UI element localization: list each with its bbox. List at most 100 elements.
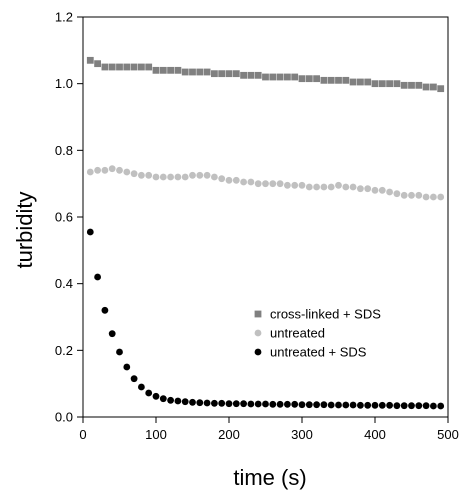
data-points	[86, 56, 445, 410]
data-point	[269, 73, 277, 81]
data-point	[357, 185, 364, 193]
data-point	[262, 73, 269, 81]
data-point	[437, 402, 445, 410]
data-point	[254, 400, 262, 408]
data-point	[349, 78, 357, 86]
data-point	[101, 306, 109, 314]
data-point	[284, 73, 291, 81]
data-point	[101, 166, 109, 174]
data-point	[138, 383, 145, 391]
data-point	[218, 70, 226, 78]
data-point	[386, 80, 393, 88]
data-point	[342, 401, 350, 409]
data-point	[174, 397, 182, 405]
data-point	[225, 176, 233, 184]
legend: cross-linked + SDS untreated untreated + S…	[254, 307, 381, 360]
x-tick-label: 200	[218, 427, 240, 442]
x-tick-label: 300	[291, 427, 313, 442]
data-point	[189, 68, 196, 76]
data-point	[371, 80, 379, 88]
y-tick-label: 0.0	[55, 410, 73, 425]
series-2	[86, 165, 445, 201]
data-point	[94, 166, 101, 174]
data-point	[320, 183, 328, 191]
data-point	[269, 400, 277, 408]
data-point	[335, 76, 342, 84]
x-tick-label: 0	[79, 427, 86, 442]
data-point	[159, 395, 167, 403]
data-point	[152, 66, 160, 74]
data-point	[181, 398, 189, 406]
data-point	[218, 399, 226, 407]
data-point	[159, 173, 167, 181]
data-point	[86, 168, 94, 176]
y-tick-label: 1.2	[55, 10, 73, 25]
data-point	[130, 375, 138, 383]
x-axis-title: time (s)	[233, 465, 306, 490]
data-point	[422, 402, 430, 410]
data-point	[232, 176, 240, 184]
legend-label: cross-linked + SDS	[270, 307, 381, 322]
data-point	[371, 401, 379, 409]
legend-label: untreated	[270, 326, 325, 341]
data-point	[130, 63, 138, 71]
data-point	[327, 76, 335, 84]
data-point	[86, 228, 94, 236]
data-point	[327, 183, 335, 191]
data-point	[437, 85, 445, 93]
data-point	[203, 399, 211, 407]
series-3	[86, 228, 445, 410]
data-point	[254, 180, 262, 188]
data-point	[335, 401, 342, 409]
data-point	[181, 68, 189, 76]
data-point	[247, 178, 255, 186]
data-point	[408, 402, 415, 410]
data-point	[167, 66, 174, 74]
data-point	[276, 400, 284, 408]
legend-marker	[254, 310, 262, 318]
data-point	[225, 70, 233, 78]
data-point	[415, 402, 423, 410]
data-point	[342, 183, 350, 191]
data-point	[298, 181, 306, 189]
data-point	[305, 75, 313, 83]
data-point	[430, 83, 437, 91]
data-point	[320, 401, 328, 409]
data-point	[254, 71, 262, 79]
data-point	[291, 181, 299, 189]
data-point	[364, 185, 372, 193]
data-point	[152, 392, 160, 400]
data-point	[393, 190, 401, 198]
data-point	[408, 191, 415, 199]
data-point	[393, 402, 401, 410]
data-point	[196, 68, 204, 76]
data-point	[211, 399, 218, 407]
data-point	[247, 400, 255, 408]
data-point	[349, 183, 357, 191]
data-point	[400, 81, 408, 89]
data-point	[298, 75, 306, 83]
data-point	[240, 178, 248, 186]
data-point	[181, 173, 189, 181]
data-point	[262, 180, 269, 188]
data-point	[174, 66, 182, 74]
data-point	[108, 330, 116, 338]
data-point	[116, 63, 123, 71]
data-point	[196, 171, 204, 179]
x-tick-label: 500	[437, 427, 459, 442]
y-tick-label: 0.6	[55, 210, 73, 225]
data-point	[159, 66, 167, 74]
data-point	[218, 175, 226, 183]
data-point	[211, 173, 218, 181]
data-point	[211, 70, 218, 78]
data-point	[116, 348, 123, 356]
data-point	[364, 78, 372, 86]
y-tick-label: 0.8	[55, 143, 73, 158]
x-tick-label: 100	[145, 427, 167, 442]
data-point	[108, 165, 116, 173]
data-point	[86, 56, 94, 64]
data-point	[189, 171, 196, 179]
data-point	[123, 363, 131, 371]
data-point	[130, 170, 138, 178]
